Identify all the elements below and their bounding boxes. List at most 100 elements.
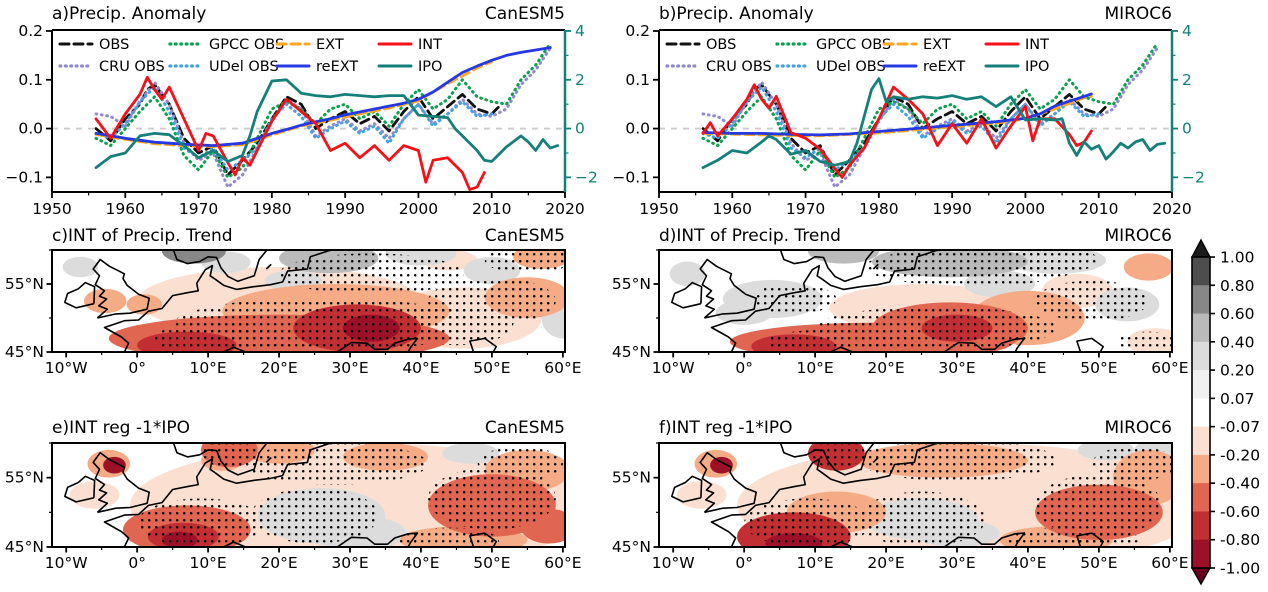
panel-b-xtick: 1990	[932, 200, 971, 218]
panel-a-xtick: 2010	[472, 200, 511, 218]
map-c-lon-tick: 20°E	[260, 359, 297, 377]
map-e-stipple	[477, 446, 563, 482]
coastline	[671, 281, 703, 309]
panel-b-xtick: 1970	[786, 200, 825, 218]
map-d-stipple	[751, 284, 837, 314]
panel-b-series-gpcc-obs	[701, 41, 1159, 179]
coastline	[710, 443, 944, 547]
coastline	[469, 337, 497, 352]
legend-label-ext: EXT	[923, 37, 951, 53]
panel-a-xtick: 2020	[545, 200, 584, 218]
panel-a-ytick-right: −2	[575, 168, 598, 186]
colorbar-tick-label: -0.20	[1220, 446, 1260, 464]
coastline	[172, 250, 268, 283]
panel-b-xtick: 2020	[1152, 200, 1191, 218]
map-c: 10°W 0° 10°E 20°E 30°E 40°E 50°E 60°E 55°N 45°N	[5, 249, 582, 377]
panel-a-ytick-left: −0.1	[5, 168, 43, 186]
panel-b-ytick-left: 0.0	[625, 120, 650, 138]
panel-b-xtick: 2000	[1006, 200, 1045, 218]
colorbar-segment	[1192, 398, 1210, 428]
panel-b-series-reext	[701, 92, 1093, 137]
colorbar-tick-label: 0.80	[1220, 277, 1255, 295]
map-e-lon-tick: 10°W	[45, 554, 88, 572]
colorbar-segment	[1192, 257, 1210, 286]
map-f-lon-tick: 30°E	[938, 554, 975, 572]
colorbar-segment	[1192, 483, 1210, 512]
panel-a-series-obs	[94, 83, 501, 177]
colorbar-segment	[1192, 341, 1210, 371]
panel-b-title: b)Precip. Anomaly	[659, 4, 814, 24]
map-f-stipple	[857, 491, 986, 547]
coastline	[943, 532, 1026, 547]
coastline	[671, 475, 703, 503]
panel-b-xtick: 1960	[713, 200, 752, 218]
panel-b-xtick: 1980	[859, 200, 898, 218]
map-c-stipple	[399, 304, 514, 346]
colorbar: 1.00 0.80 0.60 0.40 0.20 0.07 -0.07 -0.20 -0.40 -…	[1190, 238, 1260, 586]
coastline	[699, 451, 757, 514]
legend-label-int: INT	[418, 37, 442, 53]
panel-a-ytick-left: 0.1	[18, 71, 43, 89]
colorbar-tick-label: -0.40	[1220, 475, 1260, 493]
map-c-lat-tick: 45°N	[5, 343, 44, 361]
map-c-lon-tick: 60°E	[544, 359, 581, 377]
panel-b-ytick-left: 0.1	[625, 71, 650, 89]
coastline	[830, 346, 853, 352]
legend-label-udel-obs: UDel OBS	[209, 59, 279, 75]
panel-b-ytick-left: −0.1	[612, 168, 650, 186]
colorbar-segment	[1192, 285, 1210, 315]
legend-label-cru-obs: CRU OBS	[99, 59, 165, 75]
legend-label-reext: reEXT	[923, 59, 965, 75]
map-d-stipple	[1116, 331, 1172, 352]
map-c-shading	[126, 294, 162, 315]
coastline	[779, 443, 875, 476]
map-d-lon-tick: 40°E	[1009, 359, 1046, 377]
map-c-lon-tick: 50°E	[473, 359, 510, 377]
map-e-lon-tick: 30°E	[331, 554, 368, 572]
coastline	[710, 250, 944, 352]
panel-a-series-ipo	[94, 78, 560, 170]
panel-a-series-int	[94, 75, 486, 192]
coastline	[469, 532, 497, 547]
map-c-lon-tick: 30°E	[331, 359, 368, 377]
panel-d-model: MIROC6	[1104, 226, 1172, 246]
coastline	[336, 532, 419, 547]
panel-b: 1950 1960 1970 1980 1990 2000 2010 2020 0.2 0.1 0.…	[612, 22, 1205, 218]
map-f-shading	[710, 456, 733, 474]
panel-a-xtick: 1980	[252, 200, 291, 218]
colorbar-tick-label: -0.60	[1220, 503, 1260, 521]
map-e-stipple	[250, 488, 379, 544]
coastline	[872, 457, 879, 463]
map-d-lon-tick: 60°E	[1151, 359, 1188, 377]
panel-b-xtick: 1950	[639, 200, 678, 218]
legend-label-obs: OBS	[99, 37, 129, 53]
panel-c-model: CanESM5	[484, 226, 565, 246]
legend-label-cru-obs: CRU OBS	[706, 59, 772, 75]
coastline	[103, 250, 337, 352]
panel-d-title: d)INT of Precip. Trend	[659, 226, 841, 246]
map-f-lon-tick: 0°	[735, 554, 753, 572]
map-f-lat-tick: 55°N	[612, 469, 651, 487]
map-c-lon-tick: 10°W	[45, 359, 88, 377]
map-d-stipple	[765, 329, 894, 352]
panel-a: 1950 1960 1970 1980 1990 2000 2010 2020 0.2 0.1 0.…	[5, 22, 598, 218]
map-e-stipple	[137, 498, 265, 547]
panel-a-xtick: 1960	[106, 200, 145, 218]
panel-c-title: c)INT of Precip. Trend	[52, 226, 233, 246]
map-c-shading	[62, 256, 99, 278]
map-e-lon-tick: 0°	[128, 554, 146, 572]
coastline	[64, 475, 96, 503]
coastline	[64, 281, 96, 309]
map-c-stipple	[279, 253, 464, 295]
coastline	[223, 346, 246, 352]
map-f-stipple	[744, 498, 872, 547]
map-c-lon-tick: 10°E	[189, 359, 226, 377]
legend-label-obs: OBS	[706, 37, 736, 53]
map-d-lon-tick: 50°E	[1080, 359, 1117, 377]
panel-f-title: f)INT reg -1*IPO	[659, 418, 793, 438]
map-e-stipple	[428, 467, 556, 530]
panel-a-ytick-left: 0.2	[18, 22, 43, 40]
panel-b-ytick-left: 0.2	[625, 22, 650, 40]
colorbar-arrow-up	[1190, 238, 1212, 258]
